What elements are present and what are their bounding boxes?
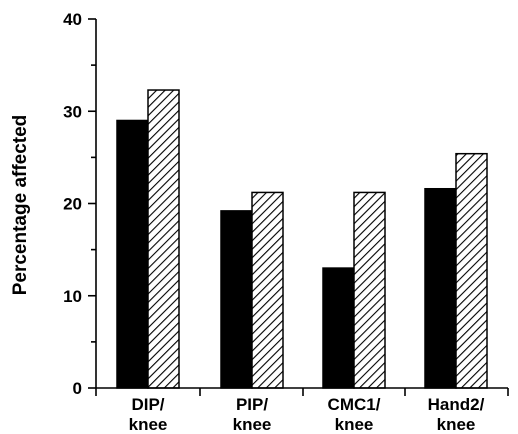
bar-hatched-0 (147, 89, 180, 389)
bar-solid-2 (322, 267, 355, 389)
x-tick-label: DIP/knee (129, 395, 168, 434)
y-tick-label: 20 (63, 195, 82, 214)
y-tick-label: 30 (63, 102, 82, 121)
bar-hatched-3 (455, 152, 488, 389)
x-tick-label: CMC1/knee (328, 395, 381, 434)
y-tick-label: 10 (63, 287, 82, 306)
bar-solid-1 (220, 210, 253, 389)
x-tick-label: PIP/knee (233, 395, 272, 434)
x-tick-label: Hand2/knee (428, 395, 485, 434)
chart-axes: 0 10 20 30 40 DIP/knee PIP/knee CMC1/knee Hand2/… (63, 10, 509, 434)
bar-hatched-2 (353, 191, 386, 389)
y-tick-label: 0 (73, 379, 82, 398)
bar-solid-0 (116, 119, 149, 389)
bar-hatched-1 (251, 191, 284, 389)
chart-marks (116, 89, 488, 389)
bar-solid-3 (424, 187, 457, 389)
y-axis-title: Percentage affected (10, 115, 31, 296)
y-tick-label: 40 (63, 10, 82, 29)
